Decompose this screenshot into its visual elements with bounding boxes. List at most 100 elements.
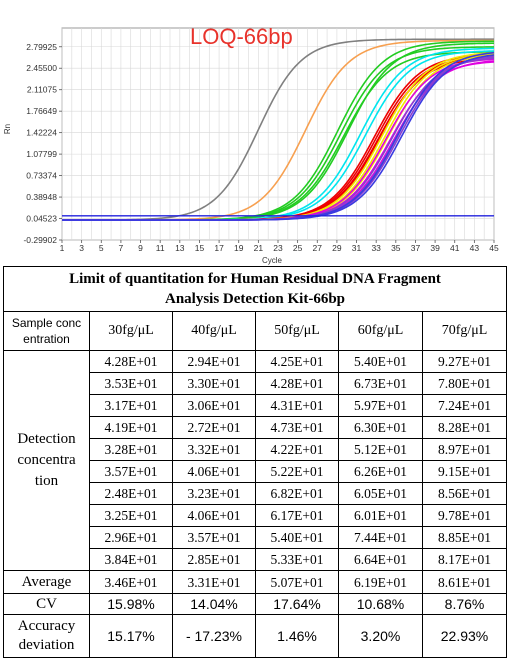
- header-first-line2: entration: [23, 332, 70, 346]
- table-cell: 4.22E+01: [255, 438, 339, 461]
- y-tick-label: 2.11075: [27, 85, 57, 95]
- table-row: 3.28E+01 3.32E+01 4.22E+01 5.12E+01 8.97E+01: [4, 438, 508, 461]
- cv-cell: 14.04%: [172, 593, 256, 615]
- detection-label-line: tion: [34, 473, 59, 489]
- table-cell: 2.85E+01: [172, 548, 256, 571]
- table-cell: 8.28E+01: [421, 416, 508, 439]
- x-tick-label: 43: [470, 243, 480, 253]
- x-tick-label: 35: [391, 243, 401, 253]
- average-cell: 3.31E+01: [172, 570, 256, 594]
- y-tick-label: -0.29902: [23, 235, 57, 245]
- table-cell: 6.73E+01: [338, 372, 423, 395]
- x-tick-label: 45: [489, 243, 499, 253]
- table-cell: 4.73E+01: [255, 416, 339, 439]
- accuracy-cell: 1.46%: [255, 614, 339, 658]
- x-tick-label: 25: [293, 243, 303, 253]
- y-tick-label: 0.73374: [26, 171, 57, 181]
- x-tick-label: 17: [214, 243, 224, 253]
- column-header: 40fg/μL: [172, 311, 256, 351]
- header-sample-concentration: Sample conc entration: [3, 311, 90, 351]
- accuracy-cell: 3.20%: [338, 614, 423, 658]
- table-cell: 8.85E+01: [421, 526, 508, 549]
- table-cell: 9.78E+01: [421, 504, 508, 527]
- amplification-curve: [62, 54, 495, 221]
- x-tick-label: 13: [175, 243, 185, 253]
- table-cell: 5.12E+01: [338, 438, 423, 461]
- x-tick-label: 33: [371, 243, 381, 253]
- amplification-plot-svg: 2.79925 2.45500 2.11075 1.76649 1.42224 1.077…: [0, 0, 509, 268]
- y-tick-label: 1.07799: [26, 149, 57, 159]
- table-cell: 4.25E+01: [255, 350, 339, 373]
- y-tick-label: 2.45500: [26, 63, 57, 73]
- table-cell: 2.72E+01: [172, 416, 256, 439]
- table-cell: 6.17E+01: [255, 504, 339, 527]
- table-cell: 8.17E+01: [421, 548, 508, 571]
- y-tick-label: 1.42224: [26, 128, 57, 138]
- x-tick-label: 19: [234, 243, 244, 253]
- accuracy-label-line1: Accuracy: [17, 618, 76, 634]
- table-cell: 7.24E+01: [421, 394, 508, 417]
- table-cell: 3.06E+01: [172, 394, 256, 417]
- average-cell: 6.19E+01: [338, 570, 423, 594]
- amplification-chart: 2.79925 2.45500 2.11075 1.76649 1.42224 1.077…: [0, 0, 509, 268]
- table-cell: 4.28E+01: [255, 372, 339, 395]
- table-cell: 3.23E+01: [172, 482, 256, 505]
- x-tick-label: 31: [352, 243, 362, 253]
- column-header: 50fg/μL: [255, 311, 339, 351]
- table-cell: 5.40E+01: [338, 350, 423, 373]
- x-tick-label: 7: [119, 243, 124, 253]
- table-row: 3.84E+01 2.85E+01 5.33E+01 6.64E+01 8.17E+01: [4, 548, 508, 571]
- table-row: 2.96E+01 3.57E+01 5.40E+01 7.44E+01 8.85E+01: [4, 526, 508, 549]
- loq-table: Limit of quantitation for Human Residual…: [2, 266, 508, 658]
- table-cell: 9.15E+01: [421, 460, 508, 483]
- table-row: 2.48E+01 3.23E+01 6.82E+01 6.05E+01 8.56E+01: [4, 482, 508, 505]
- cv-label: CV: [3, 593, 90, 615]
- table-cell: 6.82E+01: [255, 482, 339, 505]
- column-header: 30fg/μL: [89, 311, 173, 351]
- detection-label-line: Detection: [17, 431, 76, 447]
- cv-cell: 15.98%: [89, 593, 173, 615]
- table-cell: 4.06E+01: [172, 504, 256, 527]
- table-cell: 2.96E+01: [89, 526, 173, 549]
- x-tick-label: 41: [450, 243, 460, 253]
- table-cell: 2.94E+01: [172, 350, 256, 373]
- average-cell: 3.46E+01: [89, 570, 173, 594]
- accuracy-row: Accuracy deviation 15.17% - 17.23% 1.46% 3.20…: [3, 614, 508, 658]
- table-cell: 3.84E+01: [89, 548, 173, 571]
- table-title-line1: Limit of quantitation for Human Residual…: [69, 271, 441, 287]
- table-cell: 3.53E+01: [89, 372, 173, 395]
- x-tick-label: 15: [195, 243, 205, 253]
- table-cell: 4.06E+01: [172, 460, 256, 483]
- table-row: Detection concentra tion 4.28E+01 2.94E+01 4.…: [3, 350, 508, 571]
- column-header: 70fg/μL: [421, 311, 508, 351]
- y-tick-label: 0.38948: [26, 192, 57, 202]
- table-cell: 6.05E+01: [338, 482, 423, 505]
- table-cell: 5.22E+01: [255, 460, 339, 483]
- table-cell: 8.97E+01: [421, 438, 508, 461]
- table-cell: 3.28E+01: [89, 438, 173, 461]
- table-cell: 5.40E+01: [255, 526, 339, 549]
- cv-cell: 17.64%: [255, 593, 339, 615]
- header-first-line1: Sample conc: [11, 316, 82, 330]
- loq-table-container: Limit of quantitation for Human Residual…: [2, 266, 508, 658]
- accuracy-cell: 22.93%: [421, 614, 508, 658]
- x-tick-label: 9: [138, 243, 143, 253]
- x-tick-label: 21: [254, 243, 264, 253]
- table-title-row: Limit of quantitation for Human Residual…: [2, 266, 508, 312]
- table-cell: 3.25E+01: [89, 504, 173, 527]
- x-tick-label: 11: [156, 243, 165, 253]
- table-cell: 3.32E+01: [172, 438, 256, 461]
- table-cell: 6.30E+01: [338, 416, 423, 439]
- average-label: Average: [3, 570, 90, 594]
- average-cell: 5.07E+01: [255, 570, 339, 594]
- y-tick-label: 0.04523: [26, 214, 57, 224]
- y-tick-label: 2.79925: [26, 42, 57, 52]
- chart-title: LOQ-66bp: [190, 24, 293, 49]
- cv-row: CV 15.98% 14.04% 17.64% 10.68% 8.76%: [3, 593, 508, 615]
- x-tick-label: 29: [332, 243, 342, 253]
- table-cell: 8.56E+01: [421, 482, 508, 505]
- table-title-line2: Analysis Detection Kit-66bp: [165, 291, 345, 307]
- table-cell: 3.30E+01: [172, 372, 256, 395]
- table-cell: 2.48E+01: [89, 482, 173, 505]
- y-tick-label: 1.76649: [26, 106, 57, 116]
